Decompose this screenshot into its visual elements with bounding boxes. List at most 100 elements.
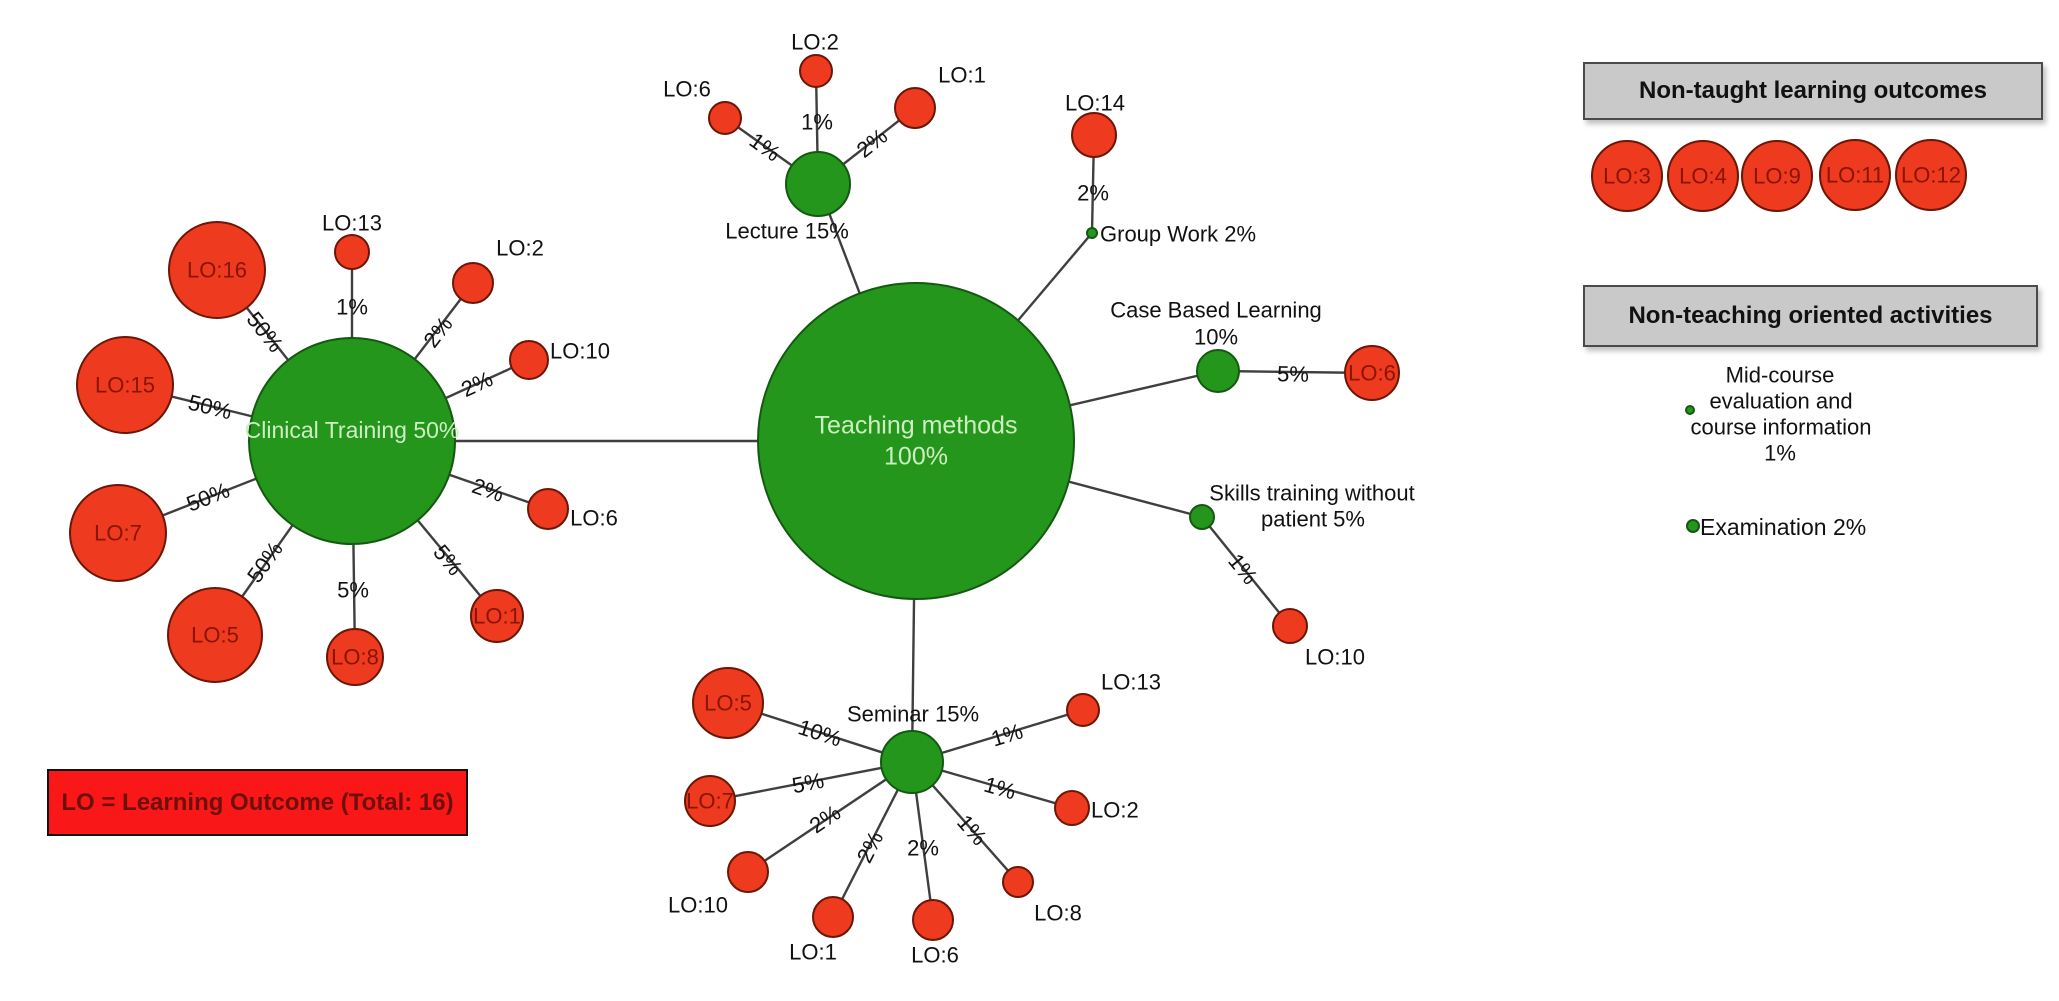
- node-nt-lo4: [1667, 140, 1739, 212]
- caption-label: 1%: [1764, 441, 1796, 466]
- node-sem-lo7: [684, 775, 736, 827]
- node-sem-lo6: [912, 899, 954, 941]
- legend-non-taught-header: Non-taught learning outcomes: [1583, 62, 2043, 120]
- caption-label: LO:10: [668, 893, 728, 918]
- node-label-nt-lo4: LO:4: [1679, 164, 1727, 189]
- node-cl-lo10: [509, 340, 549, 380]
- node-label-teaching: 100%: [884, 443, 948, 471]
- edge-percent-label: 2%: [805, 800, 845, 838]
- node-cl-lo5: [167, 587, 263, 683]
- caption-label: Skills training without: [1209, 481, 1414, 506]
- caption-label: course information: [1691, 415, 1872, 440]
- node-cbl: [1196, 349, 1240, 393]
- node-lo14: [1071, 112, 1117, 158]
- legend-non-taught-title: Non-taught learning outcomes: [1639, 77, 1987, 104]
- lo-definition-box: LO = Learning Outcome (Total: 16): [47, 769, 468, 836]
- edge-percent-label: 2%: [457, 366, 496, 402]
- node-seminar: [880, 730, 944, 794]
- node-cl-lo16: [168, 221, 266, 319]
- caption-label: evaluation and: [1709, 389, 1852, 414]
- edge-percent-label: 50%: [186, 390, 235, 425]
- legend-non-teaching-title: Non-teaching oriented activities: [1628, 302, 1993, 329]
- caption-label: Case Based Learning: [1110, 298, 1322, 323]
- edge-percent-label: 50%: [242, 307, 289, 357]
- node-skills-lo10: [1272, 608, 1308, 644]
- node-exam-dot: [1686, 519, 1700, 533]
- node-cl-lo7: [69, 484, 167, 582]
- node-label-sem-lo7: LO:7: [686, 789, 734, 814]
- caption-label: Lecture 15%: [725, 219, 849, 244]
- node-groupwork: [1086, 227, 1098, 239]
- edge-skills-skills-lo10: [1201, 516, 1291, 627]
- caption-label: Examination 2%: [1700, 514, 1866, 540]
- node-lec-lo2: [799, 54, 833, 88]
- edge-seminar-sem-lo7: [709, 760, 913, 803]
- nodes-layer: [69, 54, 1967, 941]
- node-nt-lo3: [1591, 140, 1663, 212]
- node-cl-lo15: [76, 336, 174, 434]
- node-label-cl-lo7: LO:7: [94, 521, 142, 546]
- node-nt-lo11: [1819, 139, 1891, 211]
- node-label-nt-lo11: LO:11: [1826, 163, 1884, 188]
- edge-percent-label: 5%: [790, 768, 826, 799]
- node-sem-lo10: [727, 851, 769, 893]
- node-sem-lo8: [1002, 866, 1034, 898]
- caption-label: LO:13: [322, 211, 382, 236]
- node-cl-lo2: [452, 262, 494, 304]
- node-label-clinical: Clinical Training 50%: [245, 417, 460, 443]
- caption-label: LO:6: [570, 506, 618, 531]
- caption-label: LO:2: [1091, 798, 1139, 823]
- node-sem-lo1: [812, 896, 854, 938]
- caption-label: LO:2: [791, 30, 839, 55]
- node-cl-lo1: [470, 589, 524, 643]
- edge-percent-label: 50%: [242, 537, 288, 587]
- caption-label: LO:14: [1065, 91, 1125, 116]
- node-label-sem-lo5: LO:5: [704, 691, 752, 716]
- node-nt-lo9: [1741, 140, 1813, 212]
- edge-seminar-sem-lo10: [747, 761, 913, 873]
- legend-non-teaching-header: Non-teaching oriented activities: [1583, 285, 2038, 347]
- edge-percent-label: 1%: [745, 128, 785, 167]
- lo-definition-text: LO = Learning Outcome (Total: 16): [61, 788, 454, 816]
- edge-percent-label: 2%: [852, 827, 889, 867]
- edge-percent-label: 2%: [1077, 181, 1109, 206]
- node-midcourse-dot: [1685, 405, 1695, 415]
- node-label-cl-lo8: LO:8: [331, 645, 379, 670]
- node-sem-lo5: [692, 667, 764, 739]
- edge-percent-label: 5%: [1277, 361, 1309, 386]
- caption-label: LO:8: [1034, 901, 1082, 926]
- node-teaching: [757, 282, 1075, 600]
- node-lec-lo6: [708, 101, 742, 135]
- node-sem-lo2: [1054, 790, 1090, 826]
- node-cl-lo6: [527, 488, 569, 530]
- node-lec-lo1: [894, 87, 936, 129]
- node-label-nt-lo3: LO:3: [1603, 164, 1651, 189]
- edge-percent-label: 1%: [336, 295, 368, 320]
- node-skills: [1189, 504, 1215, 530]
- node-clinical: [248, 337, 456, 545]
- edge-percent-label: 1%: [988, 718, 1026, 751]
- edge-percent-label: 2%: [469, 473, 507, 507]
- caption-label: LO:10: [550, 339, 610, 364]
- caption-label: Mid-course: [1726, 363, 1835, 388]
- node-label-teaching: Teaching methods: [815, 412, 1018, 440]
- caption-label: Group Work 2%: [1100, 222, 1256, 247]
- caption-label: 10%: [1194, 325, 1238, 350]
- edge-percent-label: 5%: [337, 578, 369, 603]
- edge-percent-label: 1%: [801, 110, 833, 135]
- caption-label: LO:2: [496, 236, 544, 261]
- node-cbl-lo6: [1344, 345, 1400, 401]
- caption-label: patient 5%: [1261, 507, 1365, 532]
- caption-label: LO:1: [938, 63, 986, 88]
- edge-percent-label: 2%: [907, 836, 939, 861]
- node-cl-lo8: [326, 628, 384, 686]
- edge-percent-label: 1%: [981, 772, 1018, 805]
- node-label-nt-lo9: LO:9: [1753, 164, 1801, 189]
- caption-label: LO:6: [663, 77, 711, 102]
- edge-percent-label: 50%: [183, 477, 233, 516]
- edge-percent-label: 10%: [795, 714, 845, 751]
- node-label-cbl-lo6: LO:6: [1348, 361, 1396, 386]
- node-label-cl-lo15: LO:15: [95, 373, 155, 398]
